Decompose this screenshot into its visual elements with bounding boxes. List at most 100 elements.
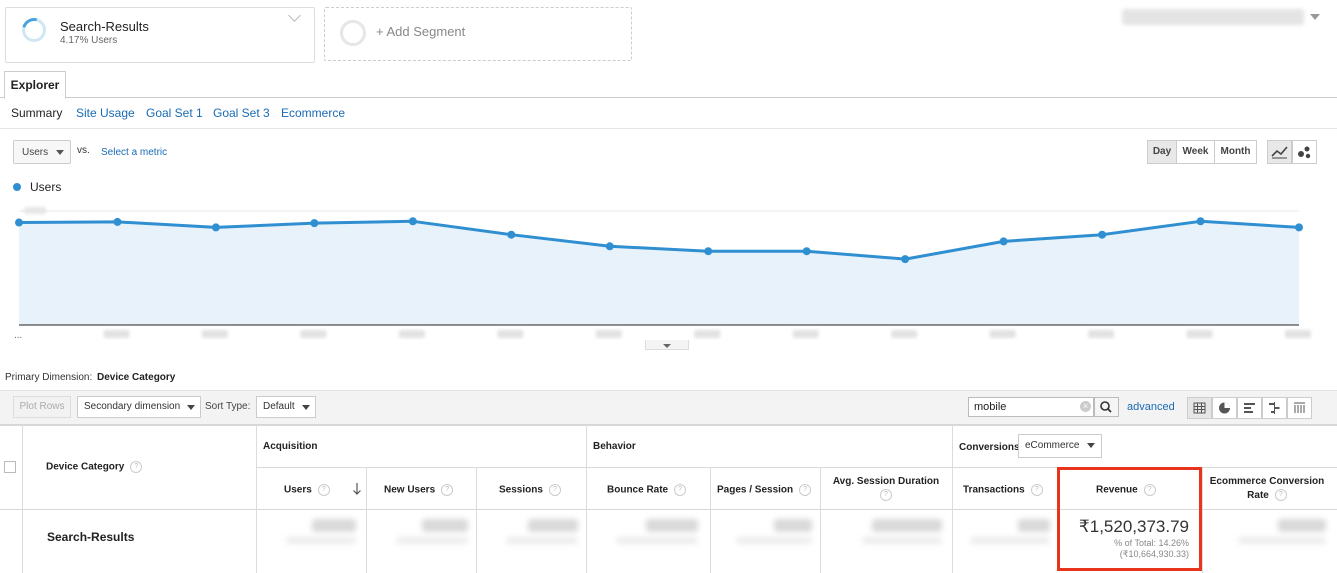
revenue-column-header[interactable]: Revenue?: [1096, 484, 1156, 496]
date-range-picker[interactable]: [1122, 9, 1304, 25]
new-users-column-header[interactable]: New Users?: [384, 484, 454, 496]
chart-axis-origin: ...: [14, 330, 23, 341]
pages-session-value-blurred: [774, 519, 812, 532]
users-area-fill: [19, 221, 1299, 325]
week-button[interactable]: Week: [1176, 140, 1215, 164]
help-icon: ?: [441, 484, 454, 496]
avg-session-duration-value-blurred: [872, 519, 942, 532]
transactions-column-header[interactable]: Transactions?: [963, 484, 1043, 496]
sort-descending-icon: [352, 482, 362, 501]
search-button[interactable]: [1094, 397, 1119, 417]
segment-subtitle: 4.17% Users: [60, 35, 118, 46]
new-users-value-blurred: [422, 519, 468, 532]
users-data-point: [704, 247, 713, 256]
segment-card-search-results[interactable]: [5, 7, 315, 63]
secondary-dimension-select[interactable]: Secondary dimension: [77, 396, 201, 418]
motion-chart-icon[interactable]: [1292, 140, 1317, 164]
bounce-rate-value-blurred: [646, 519, 698, 532]
performance-bar-icon[interactable]: [1237, 397, 1262, 419]
month-button[interactable]: Month: [1214, 140, 1257, 164]
help-icon: ?: [548, 484, 561, 496]
caret-down-icon: [1087, 443, 1095, 448]
segment-ring-icon: [22, 18, 46, 42]
conversions-type-label: eCommerce: [1025, 440, 1080, 451]
clear-search-icon[interactable]: ×: [1080, 401, 1091, 412]
users-subvalue-blurred: [286, 537, 356, 544]
ecommerce-conversion-rate-column-header[interactable]: Ecommerce Conversion Rate?: [1209, 476, 1325, 502]
segment-name: Search-Results: [60, 19, 149, 34]
device-category-header[interactable]: Device Category?: [46, 461, 143, 473]
data-table-icon[interactable]: [1187, 397, 1212, 419]
users-line-chart[interactable]: [0, 195, 1337, 340]
users-data-point: [605, 242, 614, 251]
help-icon: ?: [799, 484, 812, 496]
help-icon: ?: [130, 461, 143, 473]
avg-session-duration-subvalue-blurred: [862, 537, 942, 544]
add-segment-button[interactable]: [324, 7, 632, 61]
sessions-value-blurred: [528, 519, 578, 532]
caret-down-icon: [302, 405, 310, 410]
bounce-rate-column-header[interactable]: Bounce Rate?: [607, 484, 687, 496]
advanced-filter-link[interactable]: advanced: [1127, 401, 1175, 413]
x-tick-label-blurred: [891, 330, 918, 338]
line-chart-icon[interactable]: [1267, 140, 1292, 164]
table-search-input[interactable]: [968, 397, 1094, 417]
sort-type-select[interactable]: Default: [256, 396, 316, 418]
x-tick-label-blurred: [103, 330, 130, 338]
x-tick-label-blurred: [792, 330, 819, 338]
date-range-caret-icon[interactable]: [1310, 14, 1320, 20]
table-divider: [952, 425, 953, 573]
behavior-group-header: Behavior: [593, 441, 636, 452]
comparison-icon[interactable]: [1262, 397, 1287, 419]
add-segment-label: + Add Segment: [376, 24, 466, 39]
subnav-ecommerce[interactable]: Ecommerce: [281, 106, 346, 120]
sessions-column-header[interactable]: Sessions?: [499, 484, 561, 496]
users-value-blurred: [312, 519, 356, 532]
row-label-search-results: Search-Results: [47, 530, 135, 544]
legend-users-label: Users: [30, 180, 62, 194]
x-tick-label-blurred: [1285, 330, 1311, 338]
revenue-value: ₹1,520,373.79: [1078, 517, 1189, 536]
primary-dimension-device-category[interactable]: Device Category: [97, 372, 176, 383]
plot-rows-button[interactable]: Plot Rows: [13, 396, 71, 418]
bounce-rate-subvalue-blurred: [616, 537, 698, 544]
conversions-group-header: Conversions: [959, 442, 1020, 453]
x-tick-label-blurred: [989, 330, 1016, 338]
table-group-rule: [256, 467, 1337, 468]
caret-down-icon[interactable]: [663, 344, 671, 348]
subnav-goal-set-1[interactable]: Goal Set 1: [146, 106, 203, 120]
table-divider: [820, 467, 821, 573]
tab-explorer[interactable]: Explorer: [4, 71, 66, 99]
select-metric-link[interactable]: Select a metric: [101, 147, 168, 158]
help-icon: ?: [674, 484, 687, 496]
pages-session-column-header[interactable]: Pages / Session?: [717, 484, 812, 496]
users-column-header[interactable]: Users?: [284, 484, 330, 496]
help-icon: ?: [317, 484, 330, 496]
day-button[interactable]: Day: [1147, 140, 1177, 164]
avg-session-duration-column-header[interactable]: Avg. Session Duration?: [826, 475, 946, 503]
transactions-subvalue-blurred: [970, 537, 1050, 544]
x-tick-label-blurred: [201, 330, 228, 338]
users-data-point: [408, 217, 417, 226]
table-divider: [476, 467, 477, 573]
table-divider: [1202, 467, 1203, 573]
conversion-rate-subvalue-blurred: [1238, 537, 1326, 544]
subnav-summary[interactable]: Summary: [11, 106, 63, 120]
users-data-point: [802, 247, 811, 256]
acquisition-group-header: Acquisition: [263, 441, 318, 452]
table-divider: [22, 425, 23, 573]
subnav-goal-set-3[interactable]: Goal Set 3: [213, 106, 270, 120]
subnav-site-usage[interactable]: Site Usage: [76, 106, 135, 120]
pie-chart-icon[interactable]: [1212, 397, 1237, 419]
table-divider: [366, 467, 367, 573]
term-cloud-icon[interactable]: [1287, 397, 1312, 419]
sort-type-value: Default: [263, 401, 295, 412]
x-tick-label-blurred: [595, 330, 622, 338]
sessions-subvalue-blurred: [506, 537, 578, 544]
caret-down-icon: [187, 405, 195, 410]
table-divider: [710, 467, 711, 573]
secondary-dimension-label: Secondary dimension: [84, 401, 181, 412]
x-tick-label-blurred: [694, 330, 721, 338]
select-all-checkbox[interactable]: [4, 461, 16, 473]
y-tick-label-blurred: [24, 207, 46, 214]
